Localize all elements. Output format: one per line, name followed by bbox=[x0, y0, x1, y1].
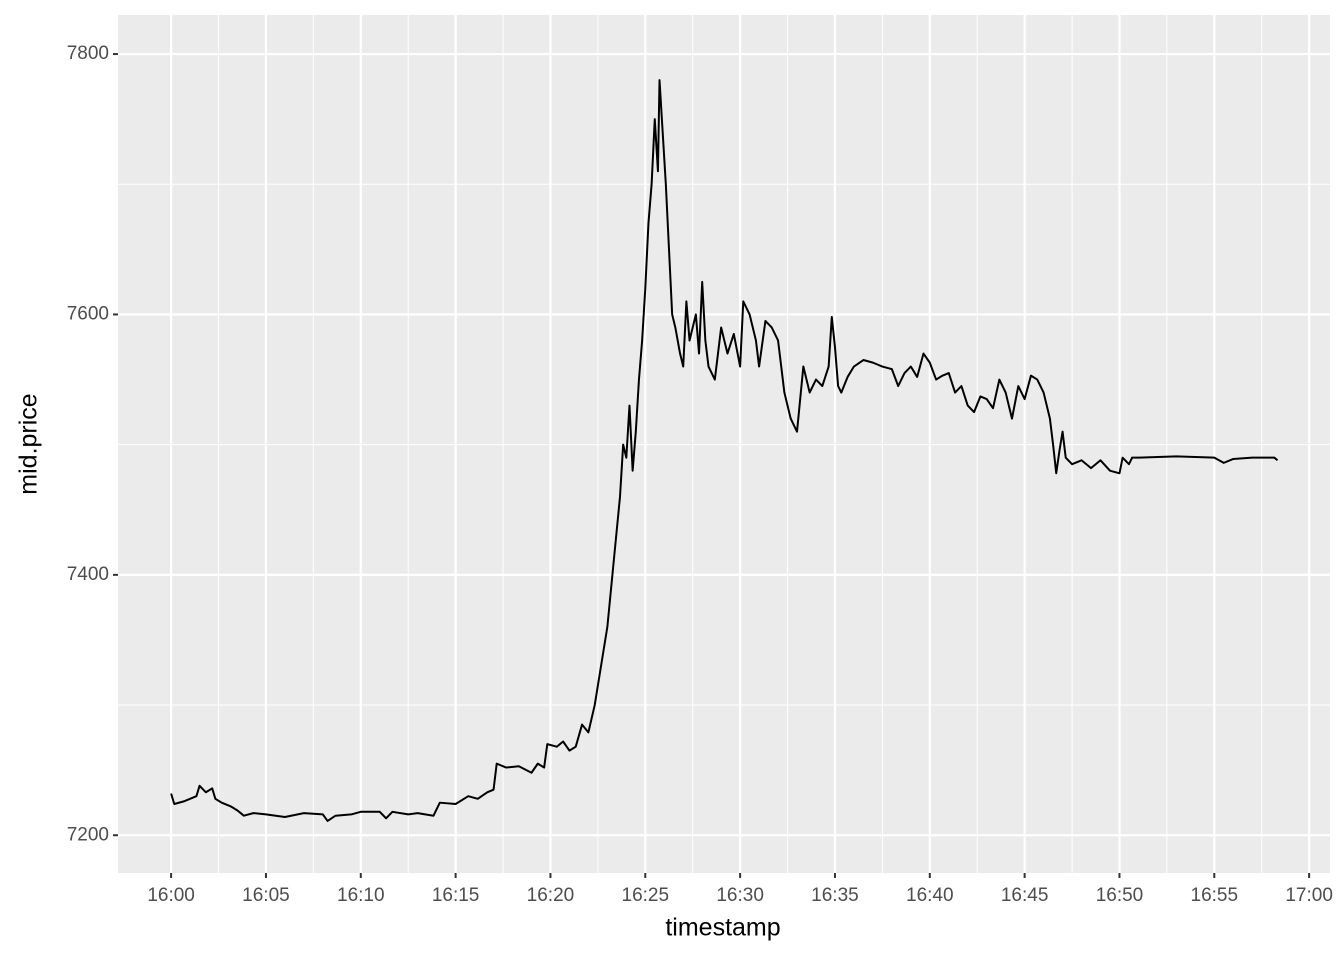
x-tick-label: 16:30 bbox=[716, 885, 764, 906]
x-tick-label: 17:00 bbox=[1285, 885, 1333, 906]
x-tick-label: 16:10 bbox=[337, 885, 385, 906]
x-tick-label: 16:35 bbox=[811, 885, 859, 906]
y-tick-label: 7600 bbox=[67, 303, 109, 324]
panel bbox=[118, 15, 1330, 873]
x-tick-label: 16:40 bbox=[906, 885, 954, 906]
x-tick-label: 16:00 bbox=[147, 885, 195, 906]
price-line bbox=[170, 79, 1279, 822]
x-axis-title: timestamp bbox=[665, 914, 780, 942]
x-tick-label: 16:15 bbox=[432, 885, 480, 906]
y-tick-label: 7400 bbox=[67, 564, 109, 585]
x-tick-label: 16:25 bbox=[622, 885, 670, 906]
x-tick-label: 16:50 bbox=[1096, 885, 1144, 906]
y-tick-label: 7200 bbox=[67, 824, 109, 845]
y-axis-title: mid.price bbox=[15, 393, 43, 494]
y-tick-label: 7800 bbox=[67, 43, 109, 64]
x-tick-label: 16:55 bbox=[1191, 885, 1239, 906]
x-tick-label: 16:45 bbox=[1001, 885, 1049, 906]
x-tick-label: 16:20 bbox=[527, 885, 575, 906]
x-tick-label: 16:05 bbox=[242, 885, 290, 906]
